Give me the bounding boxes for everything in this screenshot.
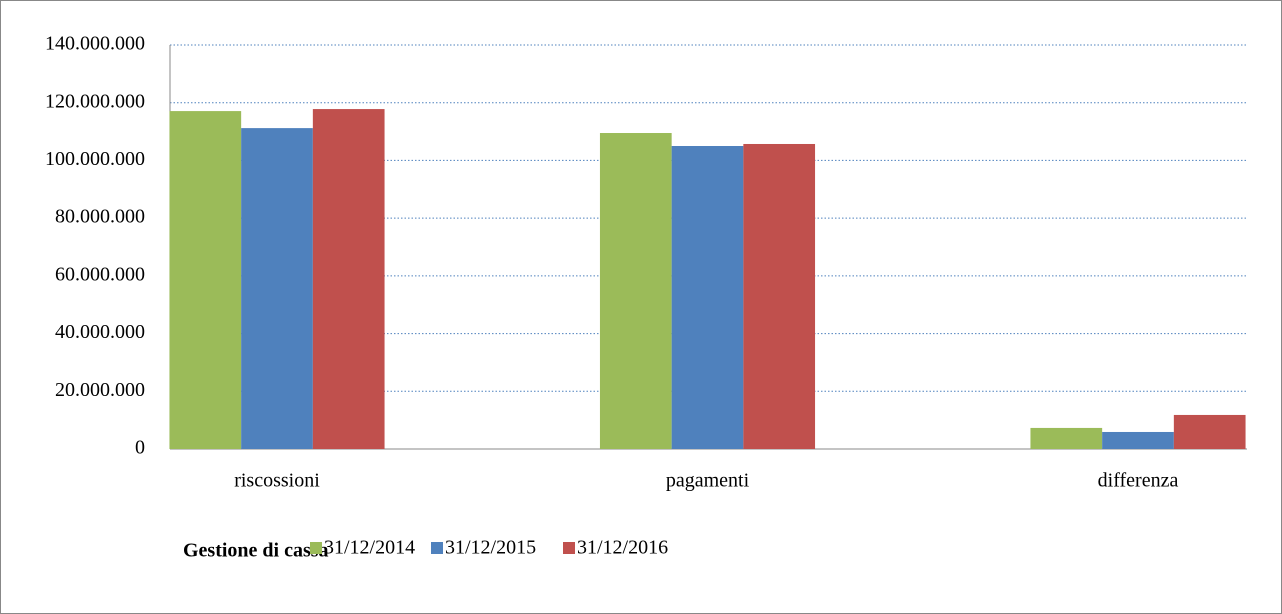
- x-tick-label: riscossioni: [234, 470, 320, 492]
- legend-swatch: [431, 542, 443, 554]
- x-tick-label: differenza: [1098, 470, 1179, 492]
- x-axis-title: Gestione di cassa: [183, 540, 329, 562]
- bar: [671, 146, 744, 449]
- y-tick-label: 140.000.000: [45, 33, 145, 55]
- x-tick-label: pagamenti: [666, 470, 750, 492]
- y-tick-label: 0: [135, 437, 145, 459]
- bar: [1102, 431, 1174, 449]
- bar: [1030, 427, 1103, 449]
- bar: [743, 143, 816, 450]
- bar: [312, 109, 385, 449]
- y-tick-label: 80.000.000: [55, 206, 145, 228]
- legend-swatch: [310, 542, 322, 554]
- legend-label: 31/12/2016: [577, 537, 668, 559]
- legend-swatch: [563, 542, 575, 554]
- y-tick-label: 60.000.000: [55, 263, 145, 285]
- bar: [169, 111, 242, 449]
- legend-label: 31/12/2015: [445, 537, 536, 559]
- bar: [1173, 414, 1246, 449]
- bar: [241, 128, 313, 449]
- y-tick-label: 120.000.000: [45, 90, 145, 112]
- y-tick-label: 100.000.000: [45, 148, 145, 170]
- y-tick-label: 20.000.000: [55, 379, 145, 401]
- y-tick-label: 40.000.000: [55, 321, 145, 343]
- legend-label: 31/12/2014: [324, 537, 415, 559]
- bar: [599, 133, 672, 449]
